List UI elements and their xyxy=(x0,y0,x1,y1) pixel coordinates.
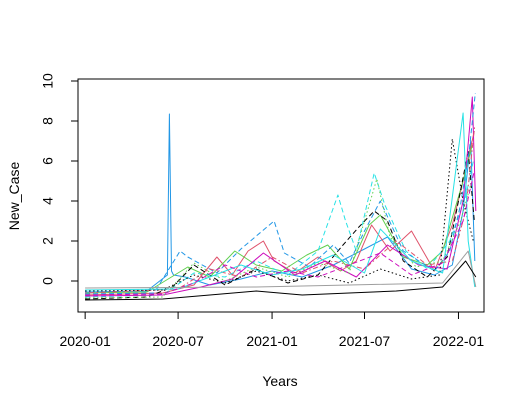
y-tick-label: 10 xyxy=(40,73,56,89)
y-tick-label: 4 xyxy=(40,197,56,205)
series-line-2 xyxy=(85,130,475,296)
y-tick-label: 6 xyxy=(40,157,56,165)
x-tick-label: 2020-07 xyxy=(152,333,204,349)
series-lines xyxy=(85,92,477,301)
x-tick-label: 2021-07 xyxy=(339,333,391,349)
y-tick-label: 8 xyxy=(40,117,56,125)
series-line-7 xyxy=(85,92,476,295)
series-line-1 xyxy=(85,113,476,293)
y-tick-label: 0 xyxy=(40,277,56,285)
series-line-11 xyxy=(85,112,476,291)
series-line-12 xyxy=(85,170,475,296)
series-line-8 xyxy=(85,178,472,299)
y-axis-label: New_Case xyxy=(6,162,22,231)
series-line-5 xyxy=(85,160,474,298)
x-axis: 2020-01 2020-07 2021-01 2021-07 2022-01 xyxy=(59,311,485,349)
series-line-10 xyxy=(85,138,474,292)
series-line-4 xyxy=(85,150,475,300)
series-line-9 xyxy=(85,124,476,294)
series-line-6 xyxy=(85,96,477,297)
x-tick-label: 2021-01 xyxy=(246,333,298,349)
x-axis-label: Years xyxy=(262,373,297,389)
y-tick-label: 2 xyxy=(40,237,56,245)
x-tick-label: 2020-01 xyxy=(59,333,111,349)
series-line-3 xyxy=(85,144,473,294)
series-line-13 xyxy=(85,250,477,289)
series-line-14 xyxy=(85,260,477,301)
x-tick-label: 2022-01 xyxy=(433,333,485,349)
y-axis: 0 2 4 6 8 10 xyxy=(40,73,79,285)
